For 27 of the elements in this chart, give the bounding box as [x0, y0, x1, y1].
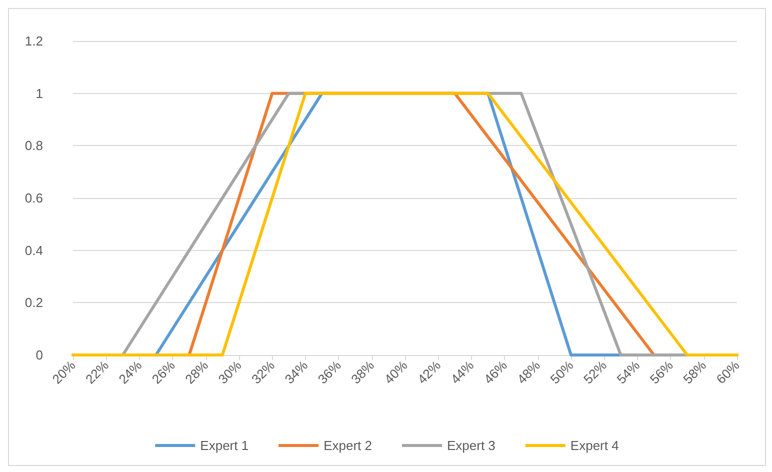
- x-tick-label: 44%: [448, 357, 478, 387]
- y-tick-label: 0.8: [24, 138, 43, 154]
- x-tick-label: 30%: [215, 357, 245, 387]
- x-tick-label: 52%: [580, 357, 610, 387]
- x-tick-label: 60%: [713, 357, 743, 387]
- x-tick-label: 36%: [314, 357, 344, 387]
- legend-label: Expert 3: [447, 438, 496, 453]
- legend-label: Expert 2: [324, 438, 372, 453]
- y-tick-label: 0: [36, 348, 43, 362]
- x-tick-label: 40%: [381, 357, 411, 387]
- y-tick-label: 0.6: [24, 190, 43, 206]
- x-tick-label: 48%: [514, 357, 544, 387]
- x-tick-label: 56%: [646, 357, 676, 387]
- x-tick-label: 50%: [547, 357, 577, 387]
- x-tick-label: 34%: [282, 357, 312, 387]
- x-tick-label: 46%: [480, 357, 510, 387]
- x-tick-label: 58%: [680, 357, 710, 387]
- x-tick-label: 54%: [614, 357, 644, 387]
- y-tick-label: 1.2: [24, 34, 43, 48]
- x-tick-label: 32%: [248, 357, 278, 387]
- y-tick-label: 1: [36, 86, 43, 101]
- legend-label: Expert 1: [200, 438, 249, 453]
- y-tick-label: 0.4: [24, 242, 43, 258]
- legend-label: Expert 4: [570, 438, 619, 453]
- x-tick-label: 38%: [348, 357, 378, 387]
- x-tick-label: 42%: [414, 357, 444, 387]
- y-tick-label: 0.2: [24, 295, 43, 310]
